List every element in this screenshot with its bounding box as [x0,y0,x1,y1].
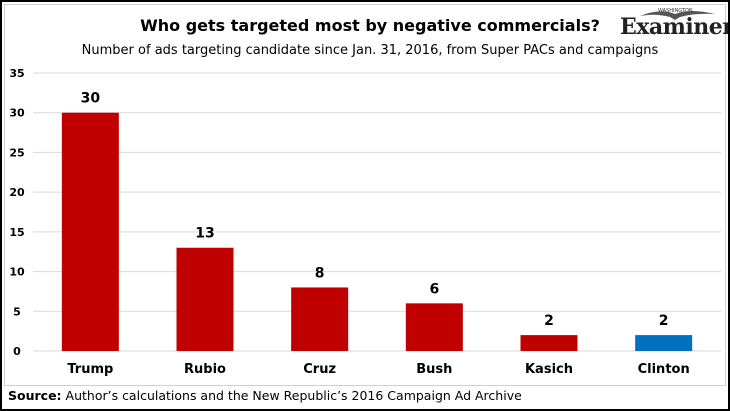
x-tick-label: Bush [416,362,452,377]
bar-rubio [176,247,234,351]
chart-subtitle: Number of ads targeting candidate since … [81,43,659,58]
data-label: 2 [659,313,669,329]
data-label: 30 [81,91,101,107]
data-label: 2 [544,313,554,329]
logo-small-text: WASHINGTON [658,8,693,14]
source-note: Source: Author’s calculations and the Ne… [8,388,522,403]
data-label: 8 [315,265,325,281]
y-tick-label: 35 [9,67,24,80]
data-label: 6 [429,281,439,297]
eagle-icon [640,11,715,20]
x-tick-label: Kasich [525,362,573,377]
bar-bush [405,303,463,351]
y-tick-label: 10 [9,266,25,279]
x-tick-label: Rubio [184,362,226,377]
source-text: Author’s calculations and the New Republ… [61,388,522,403]
data-label: 13 [195,226,214,242]
y-tick-label: 20 [9,186,25,199]
y-tick-label: 5 [13,305,21,318]
y-tick-label: 30 [9,107,25,120]
washington-examiner-logo: WASHINGTON Examiner [620,8,730,40]
bar-cruz [291,287,349,351]
x-tick-label: Clinton [638,362,690,377]
bar-trump [61,112,119,351]
chart-area: Who gets targeted most by negative comme… [4,4,728,386]
logo-text: Examiner [620,14,730,40]
x-tick-label: Cruz [303,362,336,377]
bar-clinton [635,335,693,351]
y-tick-label: 0 [13,345,21,358]
y-tick-label: 15 [9,226,24,239]
x-tick-label: Trump [67,362,113,377]
bar-kasich [520,335,578,351]
source-label: Source: [8,388,62,403]
plot-area: 0 5 10 15 20 25 30 35 30 Trump 13 Rubio 8 Cruz 6 Bush 2 K… [9,67,721,377]
chart-title: Who gets targeted most by negative comme… [140,16,600,35]
y-tick-label: 25 [9,146,24,159]
